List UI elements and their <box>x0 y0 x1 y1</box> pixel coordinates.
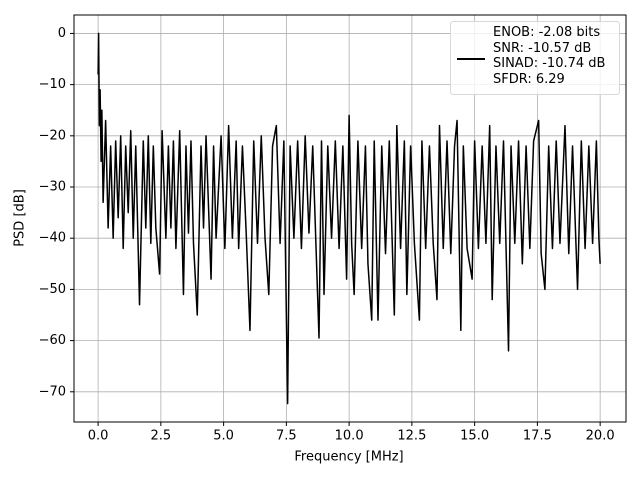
x-axis-label: Frequency [MHz] <box>294 450 403 465</box>
y-tick-label: −10 <box>39 77 66 92</box>
x-tick-label: 7.5 <box>276 429 297 444</box>
x-tick-label: 12.5 <box>397 429 426 444</box>
x-tick-label: 20.0 <box>586 429 615 444</box>
x-tick-label: 17.5 <box>523 429 552 444</box>
x-tick-label: 0.0 <box>88 429 109 444</box>
y-tick-label: −60 <box>39 333 66 348</box>
x-tick-label: 10.0 <box>335 429 364 444</box>
y-axis-label: PSD [dB] <box>13 189 28 247</box>
psd-line <box>97 32 601 405</box>
x-tick-label: 15.0 <box>460 429 489 444</box>
y-tick-label: −30 <box>39 180 66 195</box>
legend-label: ENOB: -2.08 bits SNR: -10.57 dB SINAD: -… <box>493 25 606 87</box>
legend: ENOB: -2.08 bits SNR: -10.57 dB SINAD: -… <box>450 21 620 95</box>
y-tick-label: −50 <box>39 282 66 297</box>
x-tick-label: 2.5 <box>151 429 172 444</box>
y-tick-label: 0 <box>58 26 66 41</box>
x-tick-label: 5.0 <box>213 429 234 444</box>
plot-frame <box>73 14 627 423</box>
legend-swatch <box>457 58 485 60</box>
y-tick-label: −40 <box>39 231 66 246</box>
y-tick-label: −20 <box>39 128 66 143</box>
y-tick-label: −70 <box>39 384 66 399</box>
